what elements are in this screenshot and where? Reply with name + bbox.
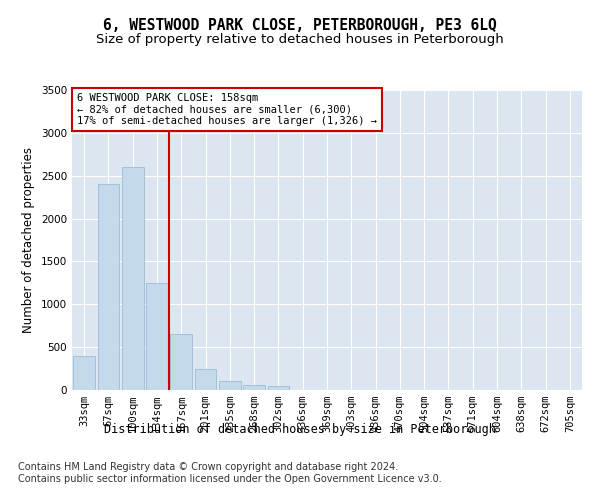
Text: Distribution of detached houses by size in Peterborough: Distribution of detached houses by size …: [104, 422, 496, 436]
Bar: [146, 283, 168, 390]
Text: Contains HM Land Registry data © Crown copyright and database right 2024.
Contai: Contains HM Land Registry data © Crown c…: [18, 462, 442, 484]
Bar: [170, 334, 192, 390]
Bar: [97, 184, 119, 390]
Text: Size of property relative to detached houses in Peterborough: Size of property relative to detached ho…: [96, 32, 504, 46]
Y-axis label: Number of detached properties: Number of detached properties: [22, 147, 35, 333]
Bar: [219, 382, 241, 390]
Bar: [122, 167, 143, 390]
Bar: [268, 386, 289, 390]
Bar: [243, 385, 265, 390]
Text: 6, WESTWOOD PARK CLOSE, PETERBOROUGH, PE3 6LQ: 6, WESTWOOD PARK CLOSE, PETERBOROUGH, PE…: [103, 18, 497, 32]
Bar: [73, 356, 95, 390]
Bar: [194, 368, 217, 390]
Text: 6 WESTWOOD PARK CLOSE: 158sqm
← 82% of detached houses are smaller (6,300)
17% o: 6 WESTWOOD PARK CLOSE: 158sqm ← 82% of d…: [77, 93, 377, 126]
